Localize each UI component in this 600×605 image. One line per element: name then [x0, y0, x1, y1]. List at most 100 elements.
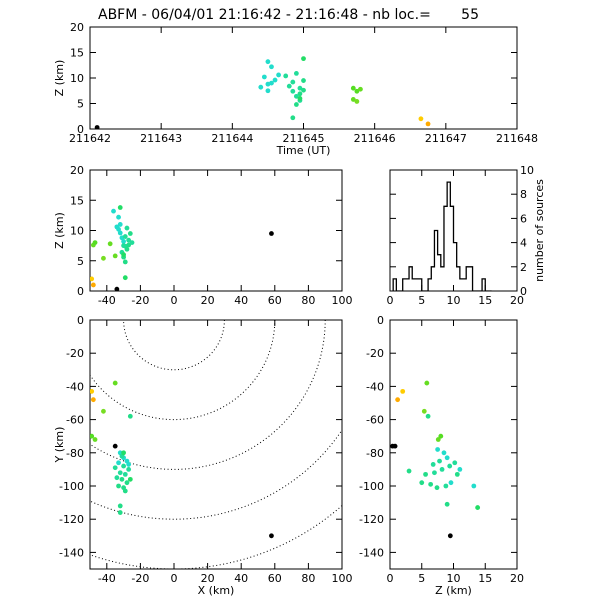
source-point	[117, 230, 123, 236]
x-height-panel: -40 -20 0 20 40 60 80 100 0 5 10 15 20 Z (km)	[53, 164, 353, 307]
source-point	[114, 286, 120, 291]
source-point	[127, 231, 133, 236]
y-tick-label: -120	[359, 513, 384, 526]
source-point	[350, 85, 356, 91]
y-tick-label: -120	[59, 513, 84, 526]
x-tick-label: 80	[301, 572, 315, 585]
y-tick-label: -20	[66, 347, 84, 360]
source-point	[114, 475, 120, 481]
panels-group: 211642 211643 211644 211645 211646 211647 2116…	[53, 21, 546, 597]
source-point	[293, 93, 299, 99]
source-point	[395, 397, 401, 403]
source-point	[293, 102, 299, 107]
source-point	[428, 481, 434, 487]
source-point	[107, 241, 113, 247]
x-tick-label: 0	[387, 294, 394, 307]
y-tick-label: -80	[366, 447, 384, 460]
x-tick-label: 211648	[496, 132, 538, 145]
y-tick-label: -40	[366, 380, 384, 393]
source-point	[116, 483, 121, 489]
source-point	[425, 121, 431, 127]
source-point	[258, 84, 264, 90]
source-point	[117, 510, 123, 515]
y-tick-label: 0	[77, 314, 84, 327]
source-point	[269, 64, 274, 70]
x-tick-label: -40	[98, 294, 116, 307]
x-tick-label: 20	[510, 294, 524, 307]
y-tick-label: -140	[59, 546, 84, 559]
x-tick-label: 60	[268, 572, 282, 585]
source-point	[92, 437, 98, 442]
x-axis-label: Time (UT)	[276, 144, 331, 157]
source-point	[90, 282, 96, 288]
y-tick-label: -100	[59, 480, 84, 493]
source-point	[121, 450, 126, 456]
y-tick-label: -80	[66, 447, 84, 460]
x-tick-label: 10	[447, 294, 461, 307]
source-point	[112, 380, 118, 386]
source-point	[430, 462, 436, 467]
source-point	[90, 388, 95, 394]
x-tick-label: 20	[201, 572, 215, 585]
source-point	[126, 237, 132, 243]
source-point	[290, 115, 296, 121]
x-tick-label: 0	[171, 294, 178, 307]
y-tick-label: -40	[66, 380, 84, 393]
y-tick-label: 0	[520, 285, 527, 298]
source-point	[122, 234, 128, 239]
z-y-view-data	[390, 380, 481, 539]
source-point	[124, 225, 130, 231]
x-axis-label: Z (km)	[435, 584, 472, 597]
source-point	[111, 208, 116, 214]
source-point	[124, 246, 130, 252]
y-axis-label: Z (km)	[53, 60, 66, 97]
source-point	[354, 99, 360, 104]
source-point	[425, 413, 431, 419]
plan-view-panel: -40 -20 0 20 40 60 80 100 -140 -120 -100 -80 -60 -40 -…	[53, 314, 353, 597]
y-tick-label: 20	[70, 21, 84, 34]
source-point	[126, 462, 132, 467]
source-point	[441, 450, 447, 456]
x-tick-label: 5	[418, 294, 425, 307]
source-point	[121, 463, 126, 469]
source-point	[475, 505, 481, 510]
source-point	[400, 388, 406, 394]
x-tick-label: 10	[447, 572, 461, 585]
y-tick-label: 10	[70, 225, 84, 238]
source-point	[90, 433, 95, 439]
source-point	[444, 501, 450, 507]
source-point	[423, 471, 428, 477]
y-tick-label: 5	[77, 255, 84, 268]
time-height-data	[94, 56, 431, 129]
y-tick-label: 8	[520, 188, 527, 201]
source-point	[122, 471, 128, 477]
source-point	[117, 222, 123, 227]
source-point	[438, 433, 444, 439]
x-tick-label: 0	[171, 572, 178, 585]
source-point	[443, 483, 449, 489]
x-height-frame	[89, 169, 343, 292]
source-point	[290, 88, 296, 94]
x-tick-label: 211643	[140, 132, 182, 145]
x-tick-label: -40	[98, 572, 116, 585]
source-point	[116, 460, 121, 466]
y-axis-label: Z (km)	[53, 212, 66, 249]
source-point	[354, 88, 360, 94]
source-point	[112, 465, 118, 471]
histogram-outline	[392, 181, 492, 291]
y-tick-label: 0	[377, 314, 384, 327]
x-tick-label: 211645	[283, 132, 325, 145]
y-tick-label: 10	[520, 164, 534, 177]
source-point	[112, 253, 118, 259]
histogram-data	[392, 181, 492, 291]
source-point	[301, 87, 306, 93]
x-axis-label: X (km)	[198, 584, 235, 597]
y-tick-label: -60	[66, 414, 84, 427]
source-point	[439, 467, 445, 472]
x-tick-label: 211646	[354, 132, 396, 145]
source-point	[454, 471, 460, 477]
source-point	[116, 214, 121, 220]
x-tick-label: 15	[478, 294, 492, 307]
